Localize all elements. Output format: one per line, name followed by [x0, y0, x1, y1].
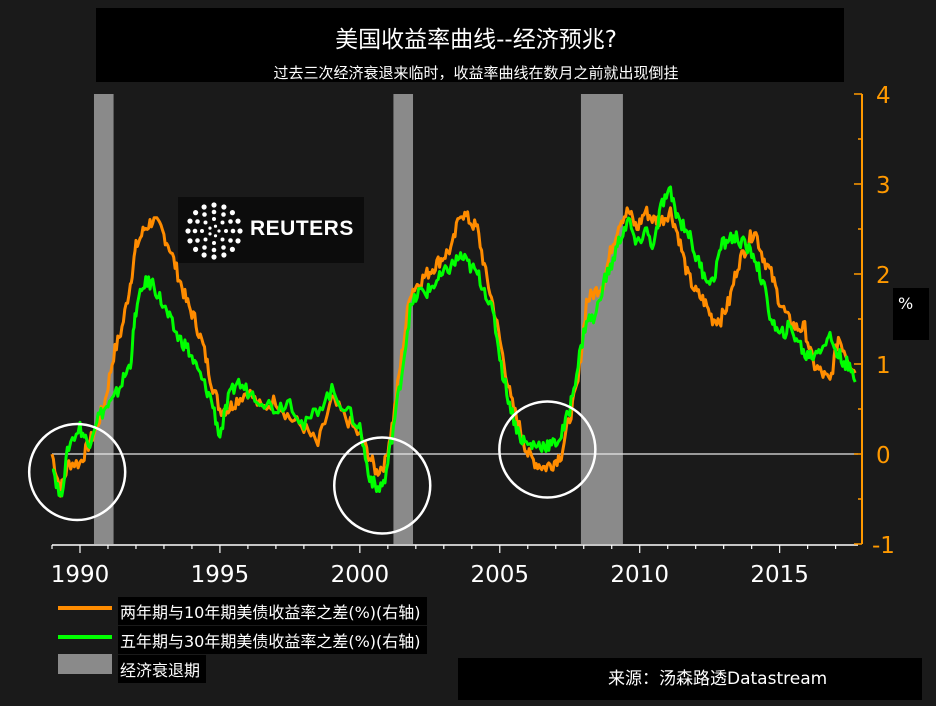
series-line-1: [50, 205, 857, 498]
recession-band-1: [93, 94, 114, 544]
y-axis-unit-label: %: [898, 294, 914, 313]
reuters-logo: REUTERS: [178, 197, 364, 263]
inversion-circle-2: [332, 436, 432, 535]
chart-subtitle: 过去三次经济衰退来临时，收益率曲线在数月之前就出现倒挂: [273, 64, 679, 82]
plot-area: 1990 1995 2000 2005 2010 2015 -1 0 1 2 3 4: [27, 83, 895, 588]
legend-label: 两年期与10年期美债收益率之差(%)(右轴): [118, 597, 427, 625]
source-note: 来源：汤森路透Datastream: [608, 669, 828, 689]
x-tick-label: 1995: [191, 562, 250, 588]
x-tick-label: 2015: [750, 562, 809, 588]
y-tick-label: -1: [872, 533, 895, 559]
inversion-circle-1: [27, 422, 127, 522]
series-line-2: [51, 185, 857, 498]
y-tick-label: 2: [876, 263, 891, 289]
source-box: 来源：汤森路透Datastream: [458, 658, 922, 700]
unit-label-box: %: [893, 288, 929, 340]
x-tick-label: 2000: [331, 562, 390, 588]
reuters-dot-globe-icon: [185, 202, 243, 260]
x-tick-label: 1990: [51, 562, 110, 588]
x-tick-label: 2005: [471, 562, 530, 588]
reuters-wordmark: REUTERS: [250, 217, 354, 240]
inversion-circle-3: [498, 400, 597, 499]
title-box: 美国收益率曲线--经济预兆? 过去三次经济衰退来临时，收益率曲线在数月之前就出现…: [96, 8, 844, 82]
x-tick-label: 2010: [610, 562, 669, 588]
legend-swatch-orange: [58, 606, 112, 610]
legend-label: 经济衰退期: [118, 655, 207, 683]
legend-swatch-green: [58, 635, 112, 639]
y-tick-label: 1: [876, 353, 891, 379]
y-tick-label: 4: [876, 83, 891, 109]
legend-swatch-gray: [58, 654, 112, 674]
chart-title: 美国收益率曲线--经济预兆?: [335, 27, 617, 53]
y-tick-label: 3: [876, 173, 891, 199]
y-tick-label: 0: [876, 443, 891, 469]
legend-label: 五年期与30年期美债收益率之差(%)(右轴): [118, 626, 427, 654]
recession-band-2: [393, 94, 414, 544]
